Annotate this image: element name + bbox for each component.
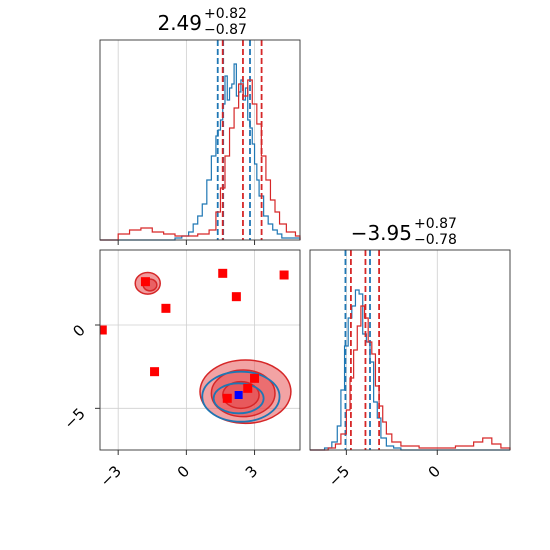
scatter-2d-red-point xyxy=(161,303,171,313)
density-layer xyxy=(100,268,292,425)
scatter-2d-red-point xyxy=(279,270,289,280)
hist-param-1-title: 2.49 +0.82−0.87 xyxy=(157,6,246,38)
scatter-2d-red-point xyxy=(231,292,241,302)
frame-layer xyxy=(95,39,511,455)
hist-param-2-title-upper: +0.87 xyxy=(414,216,457,232)
scatter-2d-red-point xyxy=(100,325,107,335)
hist-param-2-xtick-label: −5 xyxy=(325,462,353,490)
scatter-2d-red-point xyxy=(222,393,232,403)
scatter-2d-red-point xyxy=(218,268,228,278)
hist-param-1-series-1-step xyxy=(100,79,301,241)
hist-param-2-frame xyxy=(309,249,511,451)
scatter-2d-ytick-label: −5 xyxy=(60,404,88,432)
scatter-2d-xtick-label: 3 xyxy=(242,462,261,481)
scatter-2d-blue-point xyxy=(234,391,243,399)
hist-param-2-series-1-step xyxy=(310,305,511,451)
scatter-2d-frame xyxy=(99,249,301,451)
scatter-2d-red-point xyxy=(243,383,253,393)
scatter-2d-red-point xyxy=(250,373,260,383)
hist-param-2-title-value: −3.95 xyxy=(351,221,412,245)
hist-param-2-title-lower: −0.78 xyxy=(414,232,457,248)
scatter-2d-blue-contour xyxy=(212,382,265,415)
scatter-2d-ytick-label: 0 xyxy=(69,321,88,340)
scatter-2d-blue-contour xyxy=(201,370,281,423)
data-layer xyxy=(100,40,511,451)
hist-param-2-title: −3.95 +0.87−0.78 xyxy=(351,216,457,248)
hist-param-1-title-value: 2.49 xyxy=(157,11,202,35)
scatter-2d-xtick-label: −3 xyxy=(97,462,125,490)
scatter-2d-xtick-label: 0 xyxy=(174,462,193,481)
hist-param-1-title-lower: −0.87 xyxy=(204,22,247,38)
scatter-2d-density xyxy=(100,268,292,425)
hist-param-1-title-upper: +0.82 xyxy=(204,6,247,22)
hist-param-2-xtick-label: 0 xyxy=(425,462,444,481)
hist-param-1-frame xyxy=(99,39,301,241)
scatter-2d-red-point xyxy=(150,367,160,377)
hist-param-2-series-0-step xyxy=(310,289,510,451)
scatter-2d-red-point xyxy=(140,277,150,287)
hist-param-1-series-0-step xyxy=(100,63,301,241)
